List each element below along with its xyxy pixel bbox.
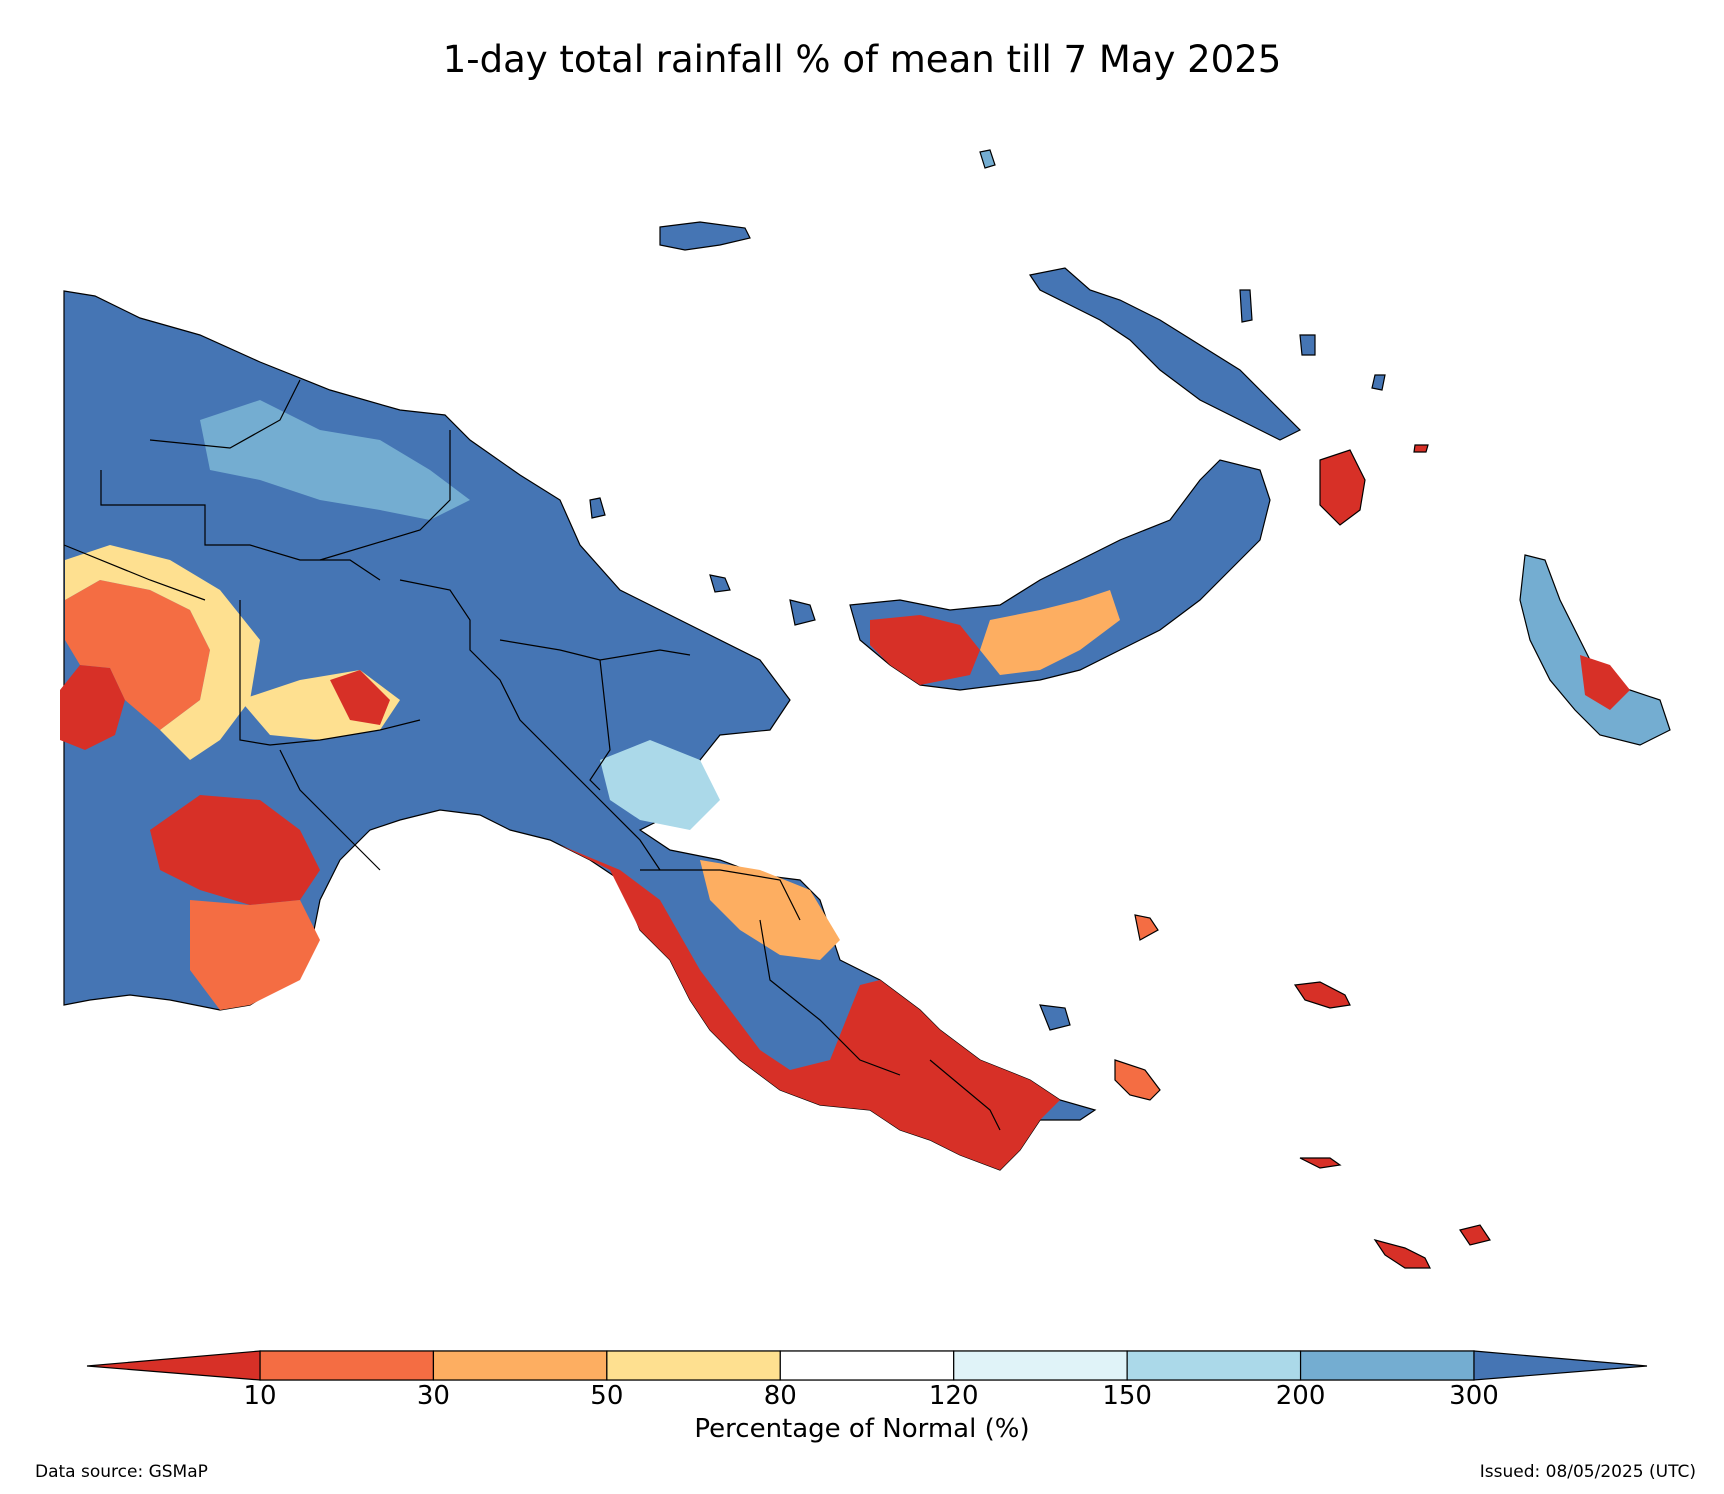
colorbar-tick-label: 50 xyxy=(590,1381,624,1411)
island-milne-3 xyxy=(1299,1157,1342,1169)
region-red-central xyxy=(330,670,390,725)
island-mussau xyxy=(979,149,996,169)
colorbar-tick-label: 80 xyxy=(763,1381,797,1411)
mainland-region-base xyxy=(63,290,1097,1171)
colorbar-tick-label: 200 xyxy=(1275,1381,1326,1411)
colorbar-bin xyxy=(1126,1350,1302,1381)
region-yellow-west xyxy=(65,545,260,760)
colorbar-label: Percentage of Normal (%) xyxy=(694,1414,1030,1444)
colorbar-tick-label: 150 xyxy=(1102,1381,1152,1411)
region-orange-west xyxy=(65,580,210,730)
colorbar-tick-label: 10 xyxy=(243,1381,277,1411)
region-red-south-coast xyxy=(510,830,1060,1170)
colorbar-bin xyxy=(953,1350,1128,1381)
issued-date: Issued: 08/05/2025 (UTC) xyxy=(1479,1462,1696,1482)
map-title: 1-day total rainfall % of mean till 7 Ma… xyxy=(442,38,1282,81)
colorbar-bin xyxy=(606,1350,781,1381)
colorbar-bin xyxy=(432,1350,608,1381)
data-source: Data source: GSMaP xyxy=(35,1462,208,1482)
colorbar-tick-label: 30 xyxy=(416,1381,450,1411)
island-new-britain-orange xyxy=(980,590,1120,675)
island-new-ireland xyxy=(1029,267,1302,441)
colorbar-bin xyxy=(259,1350,435,1381)
island-milne-2 xyxy=(1373,1239,1431,1269)
island-milne-1 xyxy=(1293,981,1351,1009)
colorbar-extend-min xyxy=(86,1350,261,1381)
colorbar-tick-label: 300 xyxy=(1449,1381,1499,1411)
colorbar-bin xyxy=(779,1350,955,1381)
island-trobriand xyxy=(1039,1004,1071,1031)
island-goodenough xyxy=(1134,914,1159,941)
island-west-coast xyxy=(589,497,606,519)
island-bougainville xyxy=(1319,449,1366,526)
colorbar-extend-max xyxy=(1473,1350,1648,1381)
island-karkar xyxy=(789,599,816,626)
mainland xyxy=(60,290,1097,1171)
island-north-1 xyxy=(1239,289,1253,323)
region-red-west xyxy=(60,665,125,750)
colorbar xyxy=(86,1350,1648,1381)
island-north-3 xyxy=(1371,374,1386,391)
island-long xyxy=(709,574,731,593)
region-orange-morobe xyxy=(700,860,840,960)
region-red-south-west xyxy=(150,795,320,905)
island-manus xyxy=(659,221,751,251)
provincial-boundaries xyxy=(63,379,1001,1131)
island-north-2 xyxy=(1299,334,1316,356)
island-milne-4 xyxy=(1459,1224,1491,1246)
island-fergusson xyxy=(1114,1059,1161,1101)
colorbar-tick-label: 120 xyxy=(928,1381,979,1411)
region-orange-south xyxy=(190,900,320,1010)
island-north-4 xyxy=(1413,444,1429,453)
island-bougainville-south-red xyxy=(1580,655,1630,710)
region-lightblue-east xyxy=(600,740,720,830)
island-new-britain-red xyxy=(870,615,980,685)
island-bougainville-south xyxy=(1519,554,1671,746)
region-lightblue-north xyxy=(200,400,470,520)
islands xyxy=(589,149,1671,1269)
colorbar-bin xyxy=(1299,1350,1475,1381)
